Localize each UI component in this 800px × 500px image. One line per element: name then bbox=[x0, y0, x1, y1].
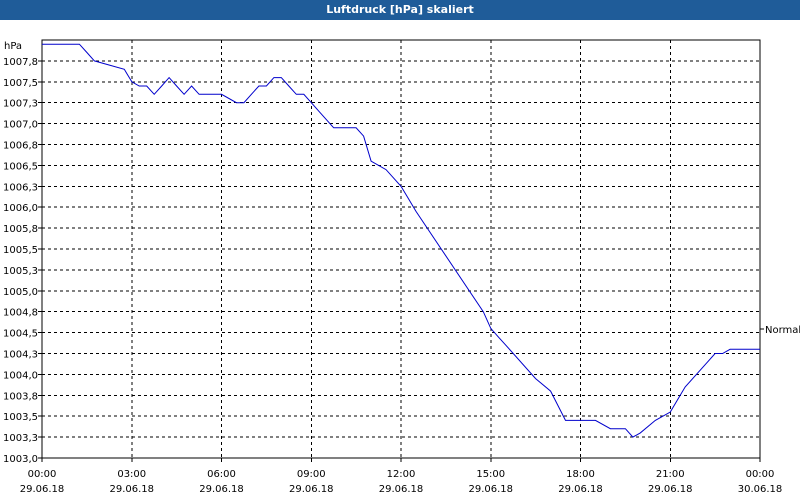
y-tick-label: 1006,8 bbox=[3, 141, 38, 152]
y-tick-label: 1006,5 bbox=[3, 161, 38, 172]
pressure-series-line bbox=[42, 43, 760, 438]
y-tick-label: 1005,0 bbox=[3, 287, 38, 298]
x-tick-date-label: 29.06.18 bbox=[468, 484, 513, 495]
x-tick-time-label: 21:00 bbox=[656, 469, 685, 480]
y-tick-label: 1005,3 bbox=[3, 266, 38, 277]
x-tick-date-label: 29.06.18 bbox=[558, 484, 603, 495]
y-tick-label: 1004,5 bbox=[3, 329, 38, 340]
x-tick-time-label: 00:00 bbox=[28, 469, 57, 480]
y-tick-label: 1006,3 bbox=[3, 182, 38, 193]
x-tick-time-label: 06:00 bbox=[207, 469, 236, 480]
y-tick-label: 1003,3 bbox=[3, 433, 38, 444]
x-tick-date-label: 29.06.18 bbox=[199, 484, 244, 495]
pressure-chart: 1003,0 1003,3 1003,5 1003,8 1004,0 1004,3 1004… bbox=[3, 39, 800, 495]
x-tick-date-label: 29.06.18 bbox=[289, 484, 334, 495]
x-axis-tick-labels: 00:00 29.06.18 03:00 29.06.18 06:00 29.06.18 0… bbox=[20, 469, 783, 495]
x-tick-time-label: 18:00 bbox=[566, 469, 595, 480]
y-tick-label: 1004,8 bbox=[3, 308, 38, 319]
y-tick-label: 1005,5 bbox=[3, 245, 38, 256]
y-tick-label: 1003,0 bbox=[3, 454, 38, 465]
x-tick-date-label: 29.06.18 bbox=[109, 484, 154, 495]
y-axis-unit-label: hPa bbox=[4, 41, 22, 52]
axes bbox=[38, 39, 764, 462]
x-tick-date-label: 29.06.18 bbox=[648, 484, 693, 495]
y-tick-label: 1004,0 bbox=[3, 370, 38, 381]
x-tick-time-label: 03:00 bbox=[117, 469, 146, 480]
series-group bbox=[42, 43, 760, 438]
x-tick-date-label: 29.06.18 bbox=[20, 484, 65, 495]
y-tick-label: 1007,5 bbox=[3, 78, 38, 89]
y-tick-label: 1004,3 bbox=[3, 350, 38, 361]
y-tick-label: 1007,8 bbox=[3, 57, 38, 68]
x-tick-date-label: 30.06.18 bbox=[738, 484, 783, 495]
x-tick-time-label: 09:00 bbox=[297, 469, 326, 480]
y-tick-label: 1003,5 bbox=[3, 412, 38, 423]
x-tick-date-label: 29.06.18 bbox=[379, 484, 424, 495]
y-axis-tick-labels: 1003,0 1003,3 1003,5 1003,8 1004,0 1004,3 1004… bbox=[3, 57, 38, 465]
y-tick-label: 1007,3 bbox=[3, 99, 38, 110]
y-tick-label: 1003,8 bbox=[3, 391, 38, 402]
normal-annotation: Normal bbox=[765, 325, 800, 336]
window-title: Luftdruck [hPa] skaliert bbox=[0, 0, 800, 20]
y-tick-label: 1006,0 bbox=[3, 203, 38, 214]
grid-lines bbox=[42, 40, 760, 458]
x-tick-time-label: 12:00 bbox=[387, 469, 416, 480]
y-tick-label: 1007,0 bbox=[3, 120, 38, 131]
plot-frame bbox=[41, 39, 761, 459]
x-tick-time-label: 00:00 bbox=[746, 469, 775, 480]
y-tick-label: 1005,8 bbox=[3, 224, 38, 235]
x-tick-time-label: 15:00 bbox=[476, 469, 505, 480]
